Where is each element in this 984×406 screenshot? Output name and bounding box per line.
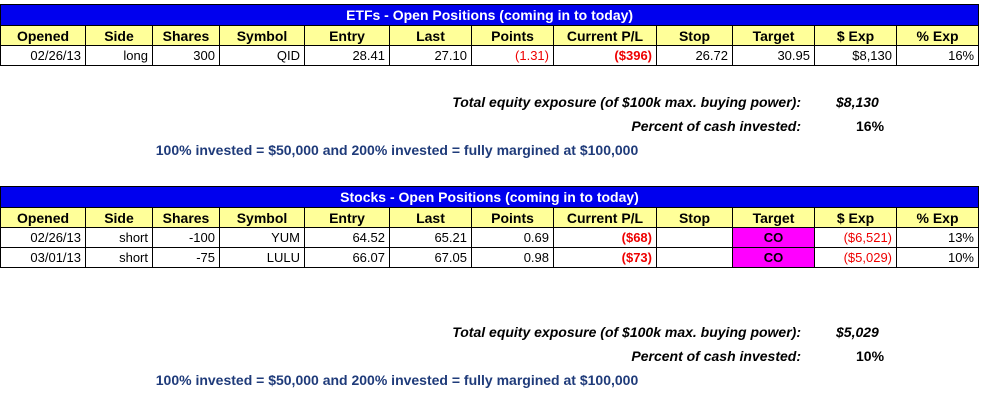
etf-exposure-summary: Total equity exposure (of $100k max. buy…	[0, 94, 984, 115]
col-header-stop: Stop	[656, 207, 733, 228]
col-header-points: Points	[471, 25, 554, 46]
cell-target-co: CO	[732, 227, 815, 248]
col-header-entry: Entry	[304, 207, 390, 228]
col-header-target: Target	[732, 207, 815, 228]
col-header-current-pl: Current P/L	[553, 25, 657, 46]
col-header-side: Side	[85, 25, 153, 46]
cell-side: short	[85, 247, 153, 268]
percent-value: 10%	[856, 348, 885, 364]
cell-points: 0.69	[471, 227, 554, 248]
cell-symbol: QID	[219, 45, 305, 66]
exposure-value: $5,029	[836, 324, 879, 340]
stocks-margin-note: 100% invested = $50,000 and 200% investe…	[155, 372, 639, 388]
etf-margin-note: 100% invested = $50,000 and 200% investe…	[155, 142, 639, 158]
cell-opened: 03/01/13	[0, 247, 86, 268]
cell-last: 27.10	[389, 45, 472, 66]
col-header-points: Points	[471, 207, 554, 228]
col-header-target: Target	[732, 25, 815, 46]
cell-stop	[656, 247, 733, 268]
stocks-percent-summary: Percent of cash invested: 10%	[0, 348, 984, 369]
col-header-opened: Opened	[0, 25, 86, 46]
col-header-symbol: Symbol	[219, 25, 305, 46]
col-header-opened: Opened	[0, 207, 86, 228]
etf-positions-table: ETFs - Open Positions (coming in to toda…	[0, 4, 980, 66]
cell-points: 0.98	[471, 247, 554, 268]
col-header-pct-exp: % Exp	[896, 207, 979, 228]
cell-pct-exp: 13%	[896, 227, 979, 248]
cell-pct-exp: 16%	[895, 45, 980, 66]
cell-entry: 66.07	[304, 247, 390, 268]
percent-label: Percent of cash invested:	[631, 348, 801, 364]
cell-current-pl: ($73)	[553, 247, 657, 268]
cell-pct-exp: 10%	[896, 247, 979, 268]
cell-points: (1.31)	[471, 45, 554, 66]
percent-label: Percent of cash invested:	[631, 118, 801, 134]
col-header-stop: Stop	[656, 25, 733, 46]
etf-percent-summary: Percent of cash invested: 16%	[0, 118, 984, 139]
cell-last: 67.05	[389, 247, 472, 268]
cell-current-pl: ($68)	[553, 227, 657, 248]
cell-symbol: LULU	[219, 247, 305, 268]
cell-shares: -75	[152, 247, 220, 268]
stocks-table-title: Stocks - Open Positions (coming in to to…	[0, 186, 979, 208]
exposure-label: Total equity exposure (of $100k max. buy…	[452, 94, 801, 110]
cell-shares: 300	[152, 45, 220, 66]
cell-opened: 02/26/13	[0, 227, 86, 248]
table-row: 02/26/13 short -100 YUM 64.52 65.21 0.69…	[0, 227, 979, 248]
col-header-last: Last	[389, 207, 472, 228]
cell-dollar-exp: $8,130	[814, 45, 897, 66]
cell-dollar-exp: ($6,521)	[814, 227, 897, 248]
exposure-value: $8,130	[836, 94, 879, 110]
cell-opened: 02/26/13	[0, 45, 86, 66]
col-header-last: Last	[389, 25, 472, 46]
cell-side: short	[85, 227, 153, 248]
col-header-symbol: Symbol	[219, 207, 305, 228]
col-header-entry: Entry	[304, 25, 390, 46]
stock-positions-table: Stocks - Open Positions (coming in to to…	[0, 186, 979, 268]
col-header-dollar-exp: $ Exp	[814, 25, 897, 46]
cell-last: 65.21	[389, 227, 472, 248]
col-header-dollar-exp: $ Exp	[814, 207, 897, 228]
col-header-shares: Shares	[152, 207, 220, 228]
col-header-current-pl: Current P/L	[553, 207, 657, 228]
exposure-label: Total equity exposure (of $100k max. buy…	[452, 324, 801, 340]
cell-current-pl: ($396)	[553, 45, 657, 66]
cell-target-co: CO	[732, 247, 815, 268]
cell-stop: 26.72	[656, 45, 733, 66]
cell-target: 30.95	[732, 45, 815, 66]
cell-symbol: YUM	[219, 227, 305, 248]
stocks-exposure-summary: Total equity exposure (of $100k max. buy…	[0, 324, 984, 345]
col-header-shares: Shares	[152, 25, 220, 46]
cell-side: long	[85, 45, 153, 66]
table-row: 03/01/13 short -75 LULU 66.07 67.05 0.98…	[0, 247, 979, 268]
col-header-pct-exp: % Exp	[895, 25, 980, 46]
cell-entry: 64.52	[304, 227, 390, 248]
col-header-side: Side	[85, 207, 153, 228]
cell-entry: 28.41	[304, 45, 390, 66]
table-row: 02/26/13 long 300 QID 28.41 27.10 (1.31)…	[0, 45, 980, 66]
cell-shares: -100	[152, 227, 220, 248]
cell-stop	[656, 227, 733, 248]
etf-table-title: ETFs - Open Positions (coming in to toda…	[0, 4, 980, 26]
cell-dollar-exp: ($5,029)	[814, 247, 897, 268]
percent-value: 16%	[856, 118, 885, 134]
